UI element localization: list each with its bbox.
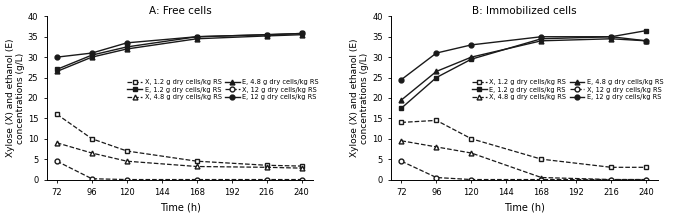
Legend: X, 1.2 g dry cells/kg RS, E, 1.2 g dry cells/kg RS, X, 4.8 g dry cells/kg RS, E,: X, 1.2 g dry cells/kg RS, E, 1.2 g dry c…: [469, 77, 666, 103]
Title: B: Immobilized cells: B: Immobilized cells: [472, 5, 577, 15]
X-axis label: Time (h): Time (h): [160, 203, 200, 213]
Y-axis label: Xylose (X) and ethanol (E)
concentrations (g/L): Xylose (X) and ethanol (E) concentration…: [6, 39, 25, 157]
Y-axis label: Xylose (X) and ethanol (E)
concentrations (g/L): Xylose (X) and ethanol (E) concentration…: [350, 39, 369, 157]
X-axis label: Time (h): Time (h): [504, 203, 545, 213]
Title: A: Free cells: A: Free cells: [149, 5, 212, 15]
Legend: X, 1.2 g dry cells/kg RS, E, 1.2 g dry cells/kg RS, X, 4.8 g dry cells/kg RS, E,: X, 1.2 g dry cells/kg RS, E, 1.2 g dry c…: [125, 77, 322, 103]
